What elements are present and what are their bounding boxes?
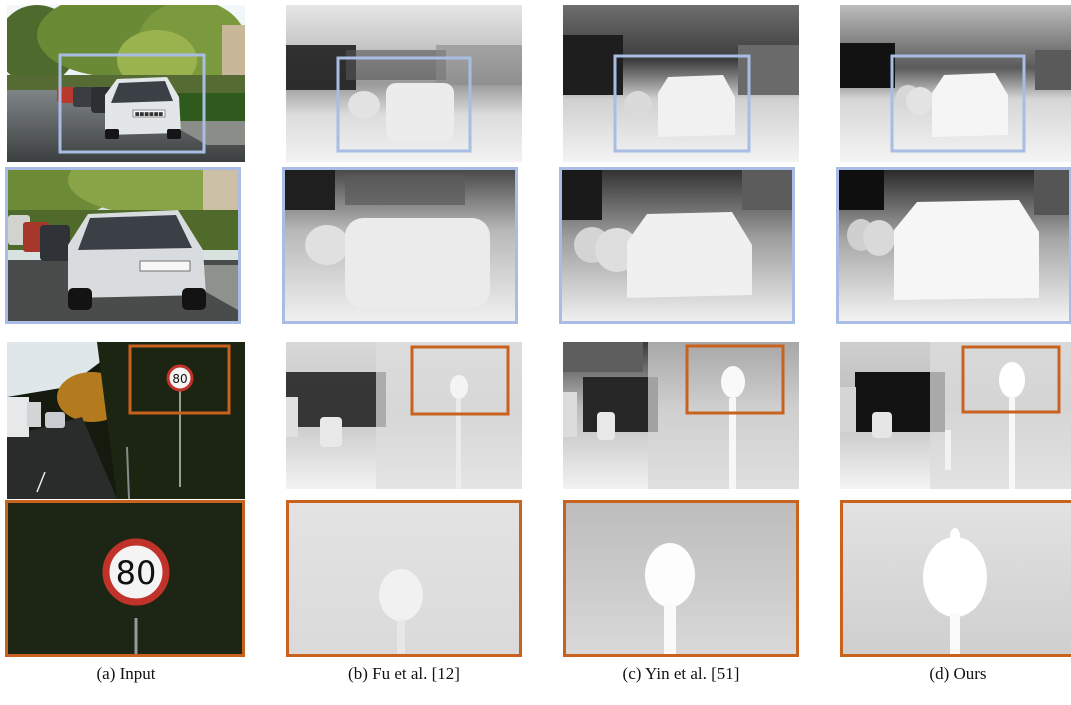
ours-scene1-depth-map [840, 5, 1071, 162]
yin-scene2-zoom-crop [563, 500, 799, 657]
input-scene2-photo: 80 [7, 342, 245, 499]
yin-scene1-zoom-crop [559, 167, 795, 324]
caption-fu: (b) Fu et al. [12] [348, 664, 460, 683]
license-plate-text: ■■■■■■ [135, 112, 164, 118]
caption-input: (a) Input [96, 664, 156, 683]
input-scene1-zoom-crop [5, 167, 241, 324]
fu-scene1-zoom-crop [282, 167, 518, 324]
speed-sign-zoom-text: 80 [116, 554, 157, 592]
fu-scene2-zoom-crop [286, 500, 522, 657]
ours-scene1-zoom-crop [836, 167, 1071, 324]
input-scene2-zoom-crop: 80 [5, 500, 245, 657]
ours-scene2-zoom-crop [840, 500, 1071, 657]
yin-scene2-depth-map [563, 342, 799, 489]
caption-ours: (d) Ours [929, 664, 987, 683]
caption-yin: (c) Yin et al. [51] [622, 664, 740, 683]
yin-scene1-depth-map [563, 5, 799, 162]
ours-scene2-depth-map [840, 342, 1071, 489]
fu-scene1-depth-map [286, 5, 522, 162]
fu-scene2-depth-map [286, 342, 522, 489]
speed-sign-text: 80 [172, 372, 187, 386]
input-scene1-photo: ■■■■■■ [7, 5, 245, 162]
